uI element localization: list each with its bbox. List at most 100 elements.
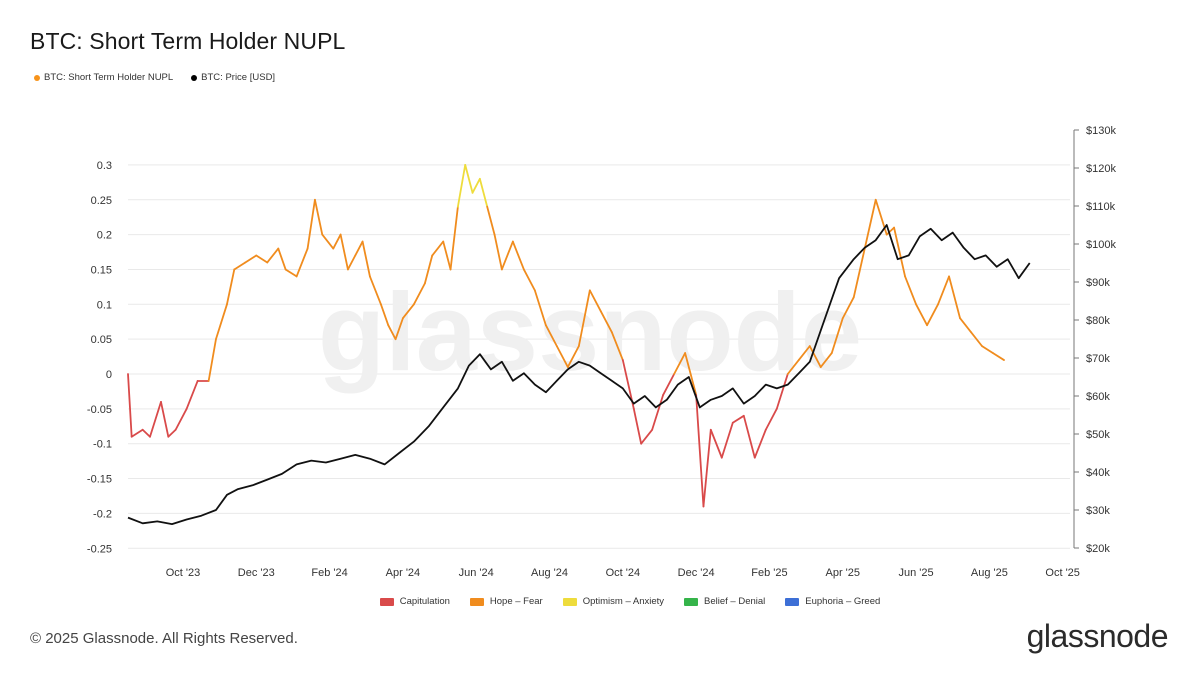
nupl-series-segment: [321, 233, 335, 250]
capitulation-swatch-icon: [379, 597, 394, 606]
nupl-series-segment: [431, 240, 445, 257]
x-tick-label: Jun '25: [898, 567, 933, 579]
y-right-tick-label: $20k: [1086, 543, 1110, 555]
nupl-series-segment: [544, 324, 558, 348]
x-tick-label: Aug '24: [531, 567, 568, 579]
y-left-tick-label: 0.3: [97, 160, 112, 172]
zone-label-belief-denial: Belief – Denial: [704, 596, 766, 607]
nupl-series-segment: [885, 226, 895, 236]
nupl-series-segment: [695, 394, 705, 508]
zone-legend-hope-fear[interactable]: Hope – Fear: [469, 596, 543, 607]
zone-legend-euphoria-greed[interactable]: Euphoria – Greed: [785, 596, 880, 607]
nupl-series-segment: [662, 373, 676, 396]
legend-label-price: BTC: Price [USD]: [201, 72, 276, 83]
nupl-series-segment: [493, 233, 503, 271]
nupl-series-segment: [423, 254, 434, 285]
hope-fear-swatch-icon: [469, 597, 484, 606]
nupl-series-segment: [306, 198, 316, 250]
y-right-tick-label: $60k: [1086, 391, 1110, 403]
nupl-series-segment: [915, 303, 928, 327]
nupl-series-segment: [141, 428, 151, 438]
x-tick-label: Feb '24: [311, 567, 347, 579]
y-left-tick-label: 0.1: [97, 299, 112, 311]
nupl-series-segment: [464, 163, 474, 194]
y-right-tick-label: $100k: [1086, 239, 1116, 251]
nupl-series-segment: [394, 317, 404, 341]
nupl-series-segment: [841, 296, 855, 320]
nupl-series-segment: [948, 275, 961, 320]
nupl-series-segment: [332, 233, 342, 250]
nupl-series-segment: [830, 317, 844, 354]
optimism-anxiety-swatch-icon: [562, 597, 577, 606]
zone-legend-capitulation[interactable]: Capitulation: [379, 596, 450, 607]
nupl-series-segment: [284, 268, 298, 278]
nupl-series-segment: [486, 205, 496, 236]
x-tick-label: Jun '24: [459, 567, 494, 579]
nupl-series-segment: [442, 240, 452, 271]
nupl-series-segment: [797, 345, 811, 361]
nupl-series-segment: [742, 414, 756, 459]
nupl-series-segment: [640, 428, 654, 445]
price-series-line: [127, 224, 1031, 525]
nupl-series-segment: [149, 400, 162, 438]
nupl-series-segment: [127, 373, 133, 438]
nupl-series-segment: [610, 331, 624, 361]
glassnode-logo[interactable]: glassnode: [1026, 618, 1169, 654]
nupl-series-segment: [992, 352, 1005, 361]
nupl-series-segment: [764, 407, 778, 431]
nupl-series-segment: [380, 303, 390, 327]
nupl-series-segment: [471, 177, 481, 194]
nupl-series-segment: [226, 268, 236, 306]
nupl-series-segment: [731, 414, 745, 424]
nupl-series-segment: [684, 352, 698, 396]
nupl-series-segment: [720, 421, 734, 459]
nupl-series-segment: [937, 275, 950, 306]
nupl-series-segment: [500, 240, 514, 271]
x-tick-label: Oct '24: [606, 567, 641, 579]
y-left-tick-label: 0: [106, 369, 112, 381]
nupl-series-segment: [295, 247, 309, 278]
nupl-series-segment: [255, 254, 269, 264]
zone-legend-belief-denial[interactable]: Belief – Denial: [684, 596, 765, 607]
nupl-series-segment: [819, 352, 833, 368]
series-legend: BTC: Short Term Holder NUPL BTC: Price […: [34, 72, 275, 83]
legend-label-nupl: BTC: Short Term Holder NUPL: [44, 72, 174, 83]
y-left-tick-label: -0.15: [87, 474, 112, 486]
zone-label-capitulation: Capitulation: [399, 596, 450, 607]
y-right-tick-label: $130k: [1086, 125, 1116, 137]
nupl-series-segment: [160, 400, 170, 438]
nupl-series-segment: [775, 373, 789, 410]
y-right-tick-label: $70k: [1086, 353, 1110, 365]
legend-item-price[interactable]: BTC: Price [USD]: [191, 72, 275, 83]
nupl-series-segment: [651, 394, 665, 431]
y-right-tick-label: $80k: [1086, 315, 1110, 327]
nupl-series-segment: [588, 289, 602, 313]
x-tick-label: Aug '25: [971, 567, 1008, 579]
nupl-series-segment: [449, 205, 459, 271]
nupl-series-segment: [673, 352, 687, 375]
nupl-series-segment: [478, 177, 489, 208]
price-dot-icon: [191, 74, 198, 81]
nupl-series-segment: [174, 407, 188, 431]
nupl-series-segment: [852, 247, 866, 299]
nupl-series-segment: [244, 254, 258, 264]
legend-item-nupl[interactable]: BTC: Short Term Holder NUPL: [34, 72, 173, 83]
nupl-series-segment: [753, 428, 767, 459]
y-left-tick-label: 0.05: [91, 334, 112, 346]
copyright-text: © 2025 Glassnode. All Rights Reserved.: [30, 630, 298, 647]
nupl-series-segment: [709, 428, 723, 459]
nupl-series-segment: [981, 345, 994, 354]
zone-legend: Capitulation Hope – Fear Optimism – Anxi…: [0, 596, 1200, 607]
nupl-series-segment: [347, 254, 357, 271]
y-left-tick-label: 0.2: [97, 230, 112, 242]
x-tick-label: Apr '25: [825, 567, 860, 579]
nupl-series-segment: [130, 428, 144, 438]
x-tick-label: Oct '23: [166, 567, 201, 579]
nupl-series-segment: [277, 247, 287, 271]
nupl-series-segment: [387, 324, 397, 341]
nupl-series-segment: [904, 275, 917, 306]
y-right-tick-label: $90k: [1086, 277, 1110, 289]
zone-legend-optimism-anxiety[interactable]: Optimism – Anxiety: [562, 596, 664, 607]
nupl-series-segment: [632, 407, 643, 445]
